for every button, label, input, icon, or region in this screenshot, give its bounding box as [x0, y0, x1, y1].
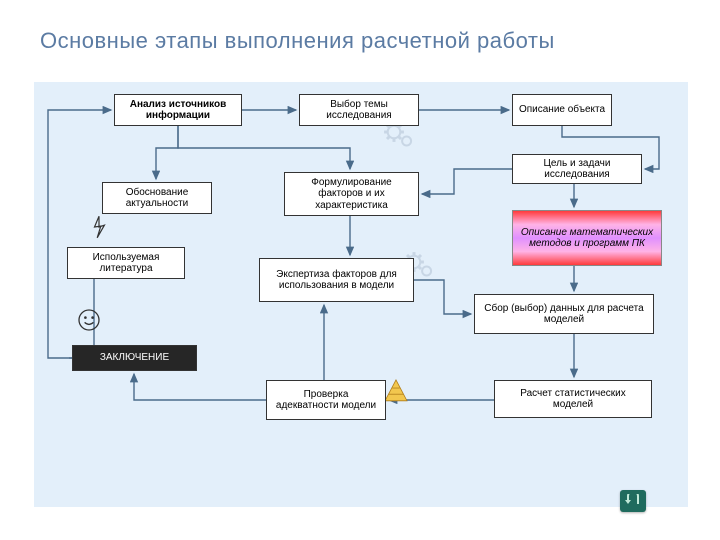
- return-button[interactable]: [620, 490, 646, 512]
- edge-n4-n6: [422, 169, 512, 194]
- flow-node-n3: Описание объекта: [512, 94, 612, 126]
- flowchart-canvas: Анализ источников информации Выбор темы и…: [34, 82, 688, 507]
- edge-n12-n11: [134, 374, 266, 400]
- edge-n1-n5: [156, 126, 178, 179]
- flow-node-n2: Выбор темы исследования: [299, 94, 419, 126]
- flow-node-n10: Сбор (выбор) данных для расчета моделей: [474, 294, 654, 334]
- edge-n9-n10: [414, 280, 471, 314]
- page-title: Основные этапы выполнения расчетной рабо…: [40, 28, 680, 54]
- flow-node-n6: Формулирование факторов и их характерист…: [284, 172, 419, 216]
- flow-node-n12: Проверка адекватности модели: [266, 380, 386, 420]
- lightning-icon: [95, 216, 105, 238]
- edge-n1-n6: [178, 126, 350, 169]
- edge-n11-n1: [48, 110, 111, 358]
- flow-node-n7: Описание математических методов и програ…: [512, 210, 662, 266]
- smiley-icon: [79, 310, 99, 330]
- triangle-icon: [385, 380, 407, 401]
- flow-node-n4: Цель и задачи исследования: [512, 154, 642, 184]
- flow-node-n9: Экспертиза факторов для использования в …: [259, 258, 414, 302]
- flow-node-n1: Анализ источников информации: [114, 94, 242, 126]
- flow-node-n11: ЗАКЛЮЧЕНИЕ: [72, 345, 197, 371]
- flow-node-n5: Обоснование актуальности: [102, 182, 212, 214]
- flow-node-n8: Используемая литература: [67, 247, 185, 279]
- flow-node-n13: Расчет статистических моделей: [494, 380, 652, 418]
